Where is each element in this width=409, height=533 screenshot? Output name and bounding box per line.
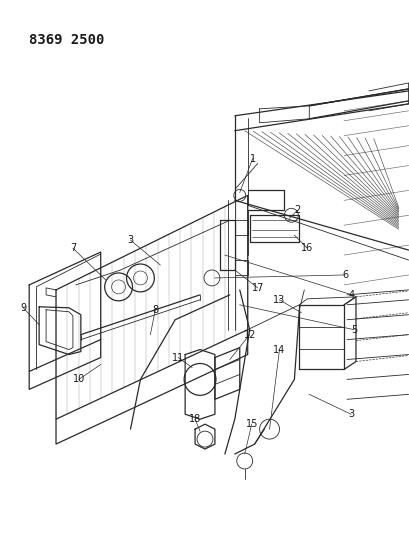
Text: 8: 8 bbox=[152, 305, 158, 315]
Text: 3: 3 bbox=[347, 409, 353, 419]
Text: 5: 5 bbox=[350, 325, 356, 335]
Text: 16: 16 bbox=[301, 243, 312, 253]
Text: 7: 7 bbox=[70, 243, 76, 253]
Text: 10: 10 bbox=[72, 374, 85, 384]
Text: 12: 12 bbox=[243, 329, 255, 340]
Text: 15: 15 bbox=[245, 419, 257, 429]
Text: 2: 2 bbox=[294, 205, 300, 215]
Text: 14: 14 bbox=[273, 344, 285, 354]
Text: 17: 17 bbox=[251, 283, 263, 293]
Text: 1: 1 bbox=[249, 154, 255, 164]
Text: 11: 11 bbox=[172, 352, 184, 362]
Text: 18: 18 bbox=[189, 414, 201, 424]
Text: 6: 6 bbox=[341, 270, 347, 280]
Text: 3: 3 bbox=[127, 235, 133, 245]
Text: 13: 13 bbox=[273, 295, 285, 305]
Text: 4: 4 bbox=[348, 290, 354, 300]
Text: 9: 9 bbox=[20, 303, 26, 313]
Text: 8369 2500: 8369 2500 bbox=[29, 33, 104, 47]
